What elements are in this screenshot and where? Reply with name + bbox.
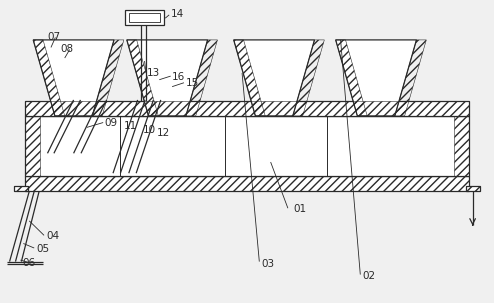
Bar [14,186,28,191]
Text: 03: 03 [262,259,275,269]
Text: 08: 08 [61,44,74,54]
Bar [14,186,28,191]
Text: 13: 13 [147,68,160,78]
Bar [25,116,469,176]
Text: 10: 10 [143,125,156,135]
Text: 12: 12 [157,128,169,138]
Polygon shape [127,40,207,116]
Text: 01: 01 [294,204,307,214]
Text: 15: 15 [185,78,199,88]
Text: 14: 14 [170,9,184,19]
Bar [25,102,469,116]
Polygon shape [335,40,416,116]
Polygon shape [33,40,114,116]
Bar [129,13,160,22]
Text: 02: 02 [363,271,376,281]
Text: 04: 04 [46,231,59,241]
Bar [25,116,40,176]
Text: 06: 06 [23,258,36,268]
Text: 16: 16 [172,72,185,82]
Text: 05: 05 [37,244,50,254]
Text: 11: 11 [124,121,137,131]
Text: 07: 07 [47,32,61,42]
Text: 09: 09 [104,118,117,128]
Bar [466,186,480,191]
Bar [25,176,469,191]
Bar [466,186,480,191]
Bar [125,10,164,25]
Bar [25,102,469,116]
Polygon shape [234,40,315,116]
Bar [25,176,469,191]
Bar [454,116,469,176]
